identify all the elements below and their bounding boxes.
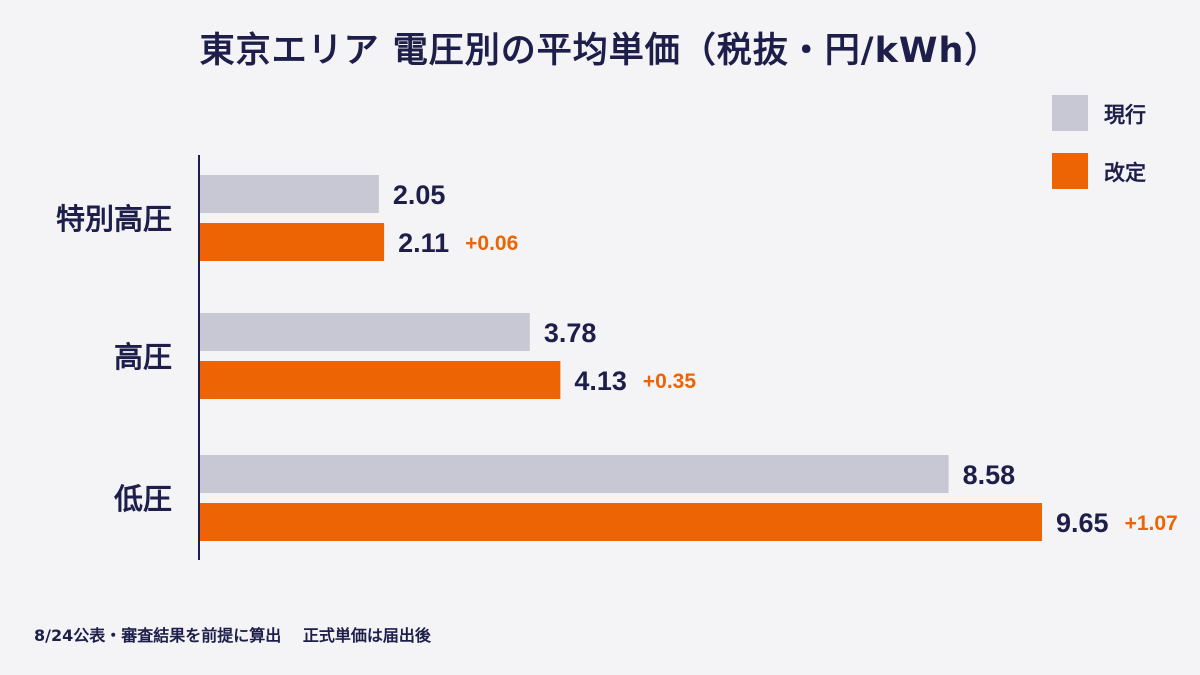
category-label: 特別高圧 [56,202,172,236]
value-label: 2.11 [398,228,449,258]
chart-title: 東京エリア 電圧別の平均単価（税抜・円/kWh） [199,31,1001,71]
value-label: 2.05 [393,180,446,210]
value-label: 8.58 [963,460,1016,490]
legend-swatch-revised [1052,153,1088,189]
difference-label: +0.06 [465,232,518,255]
bar-current [200,313,530,351]
bar-revised [200,223,385,261]
bar-current [200,455,949,493]
value-label: 4.13 [574,366,627,396]
legend-label-current: 現行 [1104,103,1146,127]
category-label: 高圧 [114,340,172,374]
bar-revised [200,503,1042,541]
value-label: 9.65 [1056,508,1109,538]
difference-label: +1.07 [1125,512,1178,535]
category-label: 低圧 [113,482,172,516]
bar-revised [200,361,561,399]
difference-label: +0.35 [643,370,696,393]
footnote: 8/24公表・審査結果を前提に算出 正式単価は届出後 [34,626,431,645]
bar-current [200,175,379,213]
legend-label-revised: 改定 [1104,161,1146,185]
legend-swatch-current [1052,95,1088,131]
value-label: 3.78 [544,318,597,348]
